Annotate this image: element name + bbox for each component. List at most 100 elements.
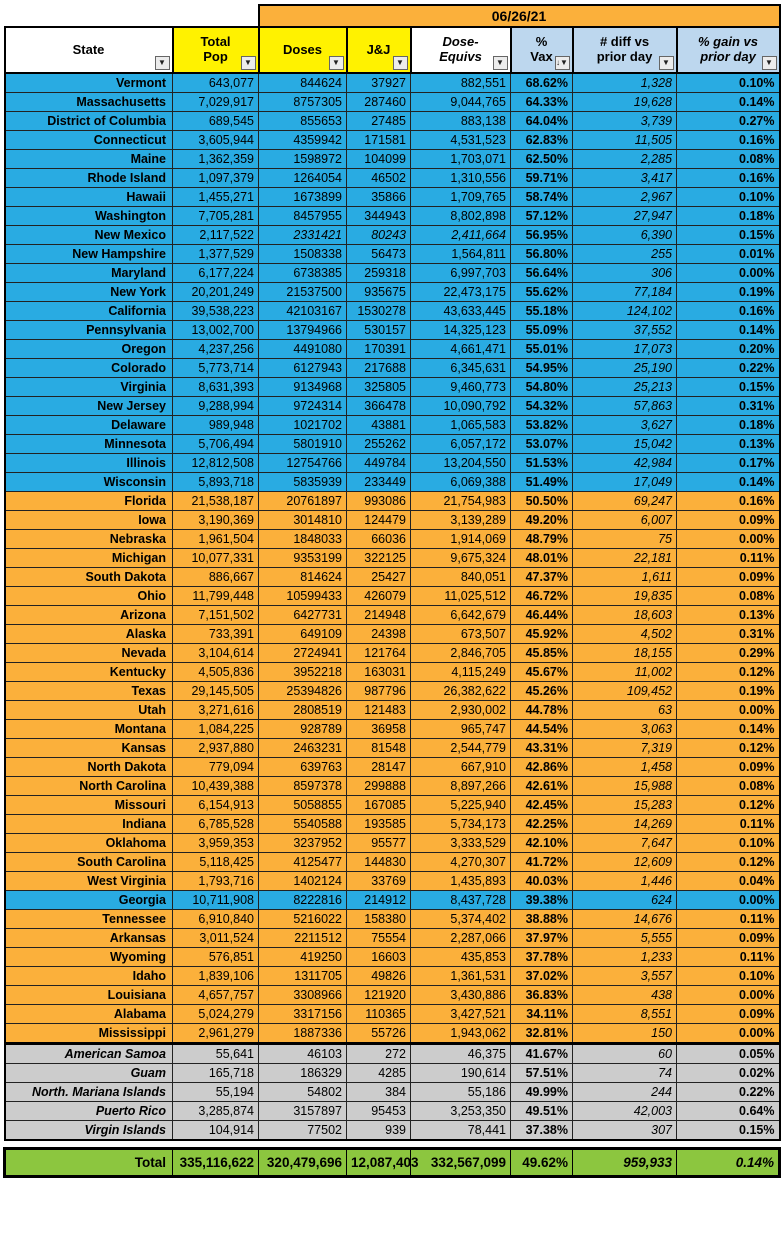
cell-doses[interactable]: 9353199: [258, 548, 347, 568]
cell-state[interactable]: Colorado: [3, 358, 173, 378]
cell-state[interactable]: Maryland: [3, 263, 173, 283]
cell-pop[interactable]: 6,910,840: [172, 909, 259, 929]
cell-diff[interactable]: 12,609: [572, 852, 677, 872]
cell-jj[interactable]: 121920: [346, 985, 411, 1005]
cell-state[interactable]: Guam: [3, 1063, 173, 1083]
cell-doses[interactable]: 1848033: [258, 529, 347, 549]
cell-jj[interactable]: 987796: [346, 681, 411, 701]
cell-diff[interactable]: 3,627: [572, 415, 677, 435]
cell-pct[interactable]: 48.01%: [510, 548, 573, 568]
cell-state[interactable]: North. Mariana Islands: [3, 1082, 173, 1102]
column-header-diff[interactable]: # diff vs prior day ▼: [571, 26, 678, 74]
cell-pop[interactable]: 21,538,187: [172, 491, 259, 511]
cell-jj[interactable]: 530157: [346, 320, 411, 340]
cell-gain[interactable]: 0.11%: [676, 947, 781, 967]
cell-jj[interactable]: 1530278: [346, 301, 411, 321]
cell-jj[interactable]: 158380: [346, 909, 411, 929]
cell-diff[interactable]: 15,988: [572, 776, 677, 796]
cell-diff[interactable]: 306: [572, 263, 677, 283]
cell-pct[interactable]: 32.81%: [510, 1023, 573, 1044]
cell-equivs[interactable]: 55,186: [410, 1082, 511, 1102]
cell-state[interactable]: Wisconsin: [3, 472, 173, 492]
cell-doses[interactable]: 3237952: [258, 833, 347, 853]
cell-pop[interactable]: 11,799,448: [172, 586, 259, 606]
cell-pct[interactable]: 56.95%: [510, 225, 573, 245]
cell-equivs[interactable]: 22,473,175: [410, 282, 511, 302]
cell-state[interactable]: Minnesota: [3, 434, 173, 454]
cell-diff[interactable]: 6,007: [572, 510, 677, 530]
cell-doses[interactable]: 1508338: [258, 244, 347, 264]
cell-jj[interactable]: 935675: [346, 282, 411, 302]
cell-doses[interactable]: 4125477: [258, 852, 347, 872]
cell-gain[interactable]: 0.14%: [676, 92, 781, 112]
cell-gain[interactable]: 0.00%: [676, 1023, 781, 1044]
cell-state[interactable]: South Carolina: [3, 852, 173, 872]
cell-jj[interactable]: 95577: [346, 833, 411, 853]
cell-state[interactable]: Nevada: [3, 643, 173, 663]
cell-jj[interactable]: 36958: [346, 719, 411, 739]
cell-diff[interactable]: 1,611: [572, 567, 677, 587]
cell-diff[interactable]: 11,505: [572, 130, 677, 150]
cell-gain[interactable]: 0.09%: [676, 1004, 781, 1024]
cell-pct[interactable]: 36.83%: [510, 985, 573, 1005]
cell-state[interactable]: Hawaii: [3, 187, 173, 207]
cell-jj[interactable]: 81548: [346, 738, 411, 758]
cell-jj[interactable]: 27485: [346, 111, 411, 131]
cell-doses[interactable]: 8757305: [258, 92, 347, 112]
cell-pct[interactable]: 57.51%: [510, 1063, 573, 1083]
cell-diff[interactable]: 60: [572, 1042, 677, 1064]
cell-pop[interactable]: 10,439,388: [172, 776, 259, 796]
cell-jj[interactable]: 37927: [346, 72, 411, 93]
cell-doses[interactable]: 2808519: [258, 700, 347, 720]
cell-gain[interactable]: 0.14%: [676, 472, 781, 492]
cell-pop[interactable]: 4,657,757: [172, 985, 259, 1005]
cell-diff[interactable]: 42,984: [572, 453, 677, 473]
cell-equivs[interactable]: 4,661,471: [410, 339, 511, 359]
cell-pop[interactable]: 3,271,616: [172, 700, 259, 720]
filter-icon[interactable]: ▼: [658, 56, 674, 70]
cell-pct[interactable]: 49.99%: [510, 1082, 573, 1102]
cell-doses[interactable]: 4491080: [258, 339, 347, 359]
cell-diff[interactable]: 11,002: [572, 662, 677, 682]
cell-doses[interactable]: 186329: [258, 1063, 347, 1083]
cell-equivs[interactable]: 8,437,728: [410, 890, 511, 910]
cell-doses[interactable]: 12754766: [258, 453, 347, 473]
cell-doses[interactable]: 2211512: [258, 928, 347, 948]
cell-equivs[interactable]: 14,325,123: [410, 320, 511, 340]
cell-jj[interactable]: 66036: [346, 529, 411, 549]
cell-pct[interactable]: 34.11%: [510, 1004, 573, 1024]
cell-doses[interactable]: 649109: [258, 624, 347, 644]
cell-state[interactable]: Alabama: [3, 1004, 173, 1024]
cell-pop[interactable]: 6,177,224: [172, 263, 259, 283]
cell-state[interactable]: Iowa: [3, 510, 173, 530]
cell-doses[interactable]: 8222816: [258, 890, 347, 910]
cell-pop[interactable]: 104,914: [172, 1120, 259, 1141]
cell-jj[interactable]: 939: [346, 1120, 411, 1141]
cell-diff[interactable]: 1,458: [572, 757, 677, 777]
cell-jj[interactable]: 95453: [346, 1101, 411, 1121]
cell-diff[interactable]: 7,647: [572, 833, 677, 853]
cell-doses[interactable]: 5801910: [258, 434, 347, 454]
cell-doses[interactable]: 6738385: [258, 263, 347, 283]
cell-pct[interactable]: 49.20%: [510, 510, 573, 530]
cell-equivs[interactable]: 3,253,350: [410, 1101, 511, 1121]
cell-pct[interactable]: 44.54%: [510, 719, 573, 739]
cell-state[interactable]: North Carolina: [3, 776, 173, 796]
cell-equivs[interactable]: 4,115,249: [410, 662, 511, 682]
filter-icon[interactable]: ▼: [761, 56, 777, 70]
cell-gain[interactable]: 0.10%: [676, 187, 781, 207]
cell-equivs[interactable]: 1,703,071: [410, 149, 511, 169]
cell-jj[interactable]: 49826: [346, 966, 411, 986]
cell-pop[interactable]: 4,237,256: [172, 339, 259, 359]
cell-state[interactable]: North Dakota: [3, 757, 173, 777]
cell-pct[interactable]: 40.03%: [510, 871, 573, 891]
column-header-doses[interactable]: Doses ▼: [257, 26, 348, 74]
cell-pop[interactable]: 55,194: [172, 1082, 259, 1102]
cell-diff[interactable]: 17,073: [572, 339, 677, 359]
cell-equivs[interactable]: 1,943,062: [410, 1023, 511, 1044]
cell-doses[interactable]: 8457955: [258, 206, 347, 226]
cell-equivs[interactable]: 4,270,307: [410, 852, 511, 872]
cell-equivs[interactable]: 2,846,705: [410, 643, 511, 663]
cell-pct[interactable]: 54.95%: [510, 358, 573, 378]
cell-gain[interactable]: 0.00%: [676, 263, 781, 283]
